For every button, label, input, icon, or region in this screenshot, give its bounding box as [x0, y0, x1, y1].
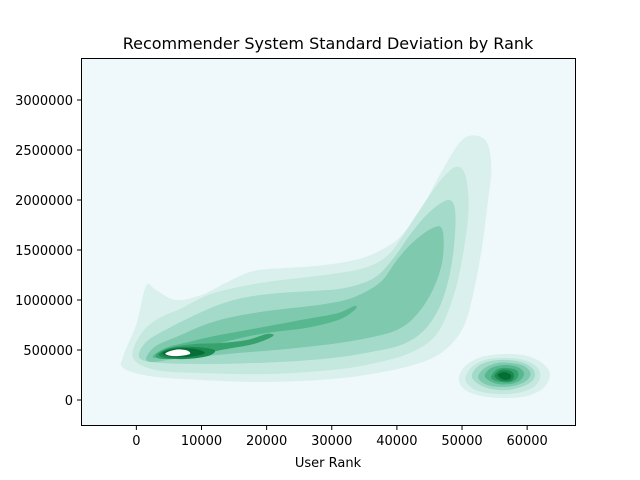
x-tick-label: 0 [132, 434, 140, 449]
x-tick-label: 50000 [441, 434, 482, 449]
x-tick-label: 30000 [311, 434, 352, 449]
contour-level-4-region-1 [146, 226, 444, 363]
y-tick-label: 3000000 [15, 94, 73, 109]
y-axis: 0 500000 1000000 1500000 2000000 2500000 30000… [15, 94, 81, 409]
y-tick-label: 2000000 [15, 194, 73, 209]
y-tick-label: 2500000 [15, 144, 73, 159]
chart-title: Recommender System Standard Deviation by… [123, 34, 534, 53]
x-axis: 0 10000 20000 30000 40000 50000 60000 [132, 426, 548, 449]
density-contours [120, 135, 550, 398]
y-tick-label: 1500000 [15, 244, 73, 259]
x-tick-label: 10000 [181, 434, 222, 449]
x-axis-label: User Rank [295, 456, 362, 471]
y-tick-label: 0 [65, 394, 73, 409]
contour-level-8-region-2 [497, 372, 512, 380]
y-tick-label: 500000 [23, 344, 73, 359]
x-tick-label: 60000 [506, 434, 547, 449]
y-tick-label: 1000000 [15, 294, 73, 309]
x-tick-label: 20000 [246, 434, 287, 449]
contour-level-9-region-1 [165, 349, 191, 357]
x-tick-label: 40000 [376, 434, 417, 449]
plot-frame [81, 58, 576, 426]
